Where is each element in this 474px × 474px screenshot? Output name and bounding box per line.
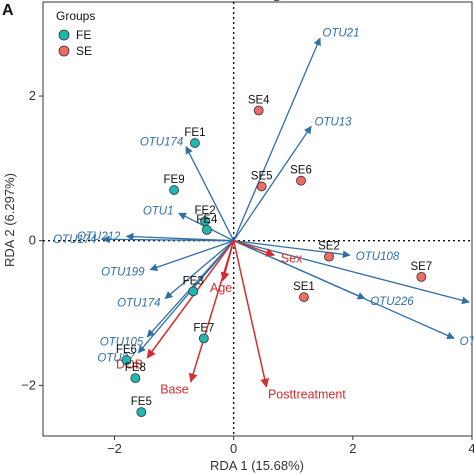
point-label-se2: SE2 (318, 241, 340, 253)
y-axis-title: RDA 2 (6.297%) (2, 173, 17, 267)
x-axis-title: RDA 1 (15.68%) (210, 458, 304, 473)
species-label-otu174-7: OTU174 (117, 297, 160, 309)
y-tick-label: 0 (29, 233, 36, 248)
y-axis-ticks: −2 0 2 (21, 88, 43, 392)
species-label-otu199-6: OTU199 (101, 267, 145, 279)
point-se3 (273, 0, 280, 2)
species-label-otu108-10: OTU108 (356, 251, 400, 263)
point-se2 (324, 251, 334, 262)
y-tick-label: 2 (29, 88, 36, 103)
point-label-fe4: FE4 (196, 214, 218, 226)
y-tick-label: −2 (21, 377, 36, 392)
legend-marker-fe (58, 29, 70, 41)
point-label-se1: SE1 (293, 281, 315, 293)
x-tick-label: −2 (107, 441, 122, 456)
species-arrow-otu174-2 (185, 145, 235, 241)
legend: Groups FE SE (56, 9, 95, 58)
point-label-fe8: FE8 (125, 362, 146, 374)
plot-border (42, 1, 473, 437)
point-fe8 (130, 373, 141, 384)
legend-label-se: SE (76, 44, 92, 58)
env-label-age: Age (210, 281, 232, 295)
point-label-se7: SE7 (410, 261, 432, 273)
env-label-sex: Sex (281, 252, 303, 266)
sample-points: FE1FE9FE2FE4FE3FE7FE6FE8FE5SE3SE4SE5SE6S… (116, 0, 432, 418)
point-fe3 (188, 286, 199, 297)
point-se1 (299, 292, 309, 303)
point-label-se4: SE4 (248, 95, 270, 107)
species-label-otu174-5: OTU174 (53, 234, 96, 246)
point-fe9 (169, 185, 179, 195)
point-label-fe3: FE3 (183, 275, 204, 287)
point-fe4 (201, 224, 212, 235)
species-arrow-otu27-9 (137, 240, 235, 354)
species-arrow-otu21-0 (233, 37, 321, 241)
species-label-otu21-0: OTU21 (322, 28, 359, 40)
point-label-fe6: FE6 (116, 344, 137, 356)
point-fe5 (136, 407, 147, 418)
x-axis-ticks: −2 0 2 4 (107, 436, 474, 456)
point-fe7 (198, 333, 209, 344)
species-label-otu231-13: OTU231 (460, 336, 474, 348)
env-arrow-sex (233, 239, 276, 257)
panel-label: A (2, 2, 14, 19)
env-label-base: Base (160, 382, 189, 396)
point-se4 (253, 105, 264, 116)
point-label-fe1: FE1 (184, 127, 205, 139)
species-label-otu174-2: OTU174 (140, 136, 183, 148)
point-label-fe7: FE7 (193, 322, 214, 334)
point-fe1 (190, 138, 200, 148)
species-arrow-otu199-6 (149, 240, 234, 272)
env-arrow-posttreatment (232, 240, 270, 388)
point-se5 (256, 181, 267, 192)
species-arrow-otu174-5 (101, 235, 234, 244)
species-label-otu105-8: OTU105 (100, 336, 144, 348)
env-arrow-dob (146, 240, 235, 359)
point-label-fe5: FE5 (131, 396, 152, 408)
species-label-otu1-3: OTU1 (143, 206, 174, 218)
species-label-otu13-1: OTU13 (314, 116, 352, 128)
x-tick-label: 0 (230, 441, 237, 456)
point-label-fe9: FE9 (164, 174, 185, 186)
plot-panel: OTU21OTU13OTU174OTU1OTU212OTU174OTU199OT… (42, 0, 474, 437)
env-label-posttreatment: Posttreatment (268, 388, 346, 402)
species-label-otu212-4: OTU212 (77, 231, 121, 243)
env-arrow-base (188, 240, 235, 383)
species-arrow-otu174-7 (164, 240, 235, 300)
species-arrows: OTU21OTU13OTU174OTU1OTU212OTU174OTU199OT… (53, 28, 474, 365)
point-label-se6: SE6 (290, 165, 312, 177)
point-label-se5: SE5 (251, 170, 273, 182)
legend-label-fe: FE (76, 28, 91, 42)
species-label-otu226-12: OTU226 (370, 296, 414, 308)
point-se7 (416, 271, 427, 282)
legend-marker-se (58, 45, 70, 57)
species-arrow-otu13-1 (233, 125, 312, 242)
x-tick-label: 2 (349, 441, 356, 456)
point-label-fe2: FE2 (195, 205, 216, 217)
legend-title: Groups (56, 9, 95, 23)
point-se6 (296, 175, 306, 186)
point-fe6 (121, 355, 132, 365)
species-arrow-otu231-13 (233, 240, 455, 340)
x-tick-label: 4 (468, 441, 474, 456)
